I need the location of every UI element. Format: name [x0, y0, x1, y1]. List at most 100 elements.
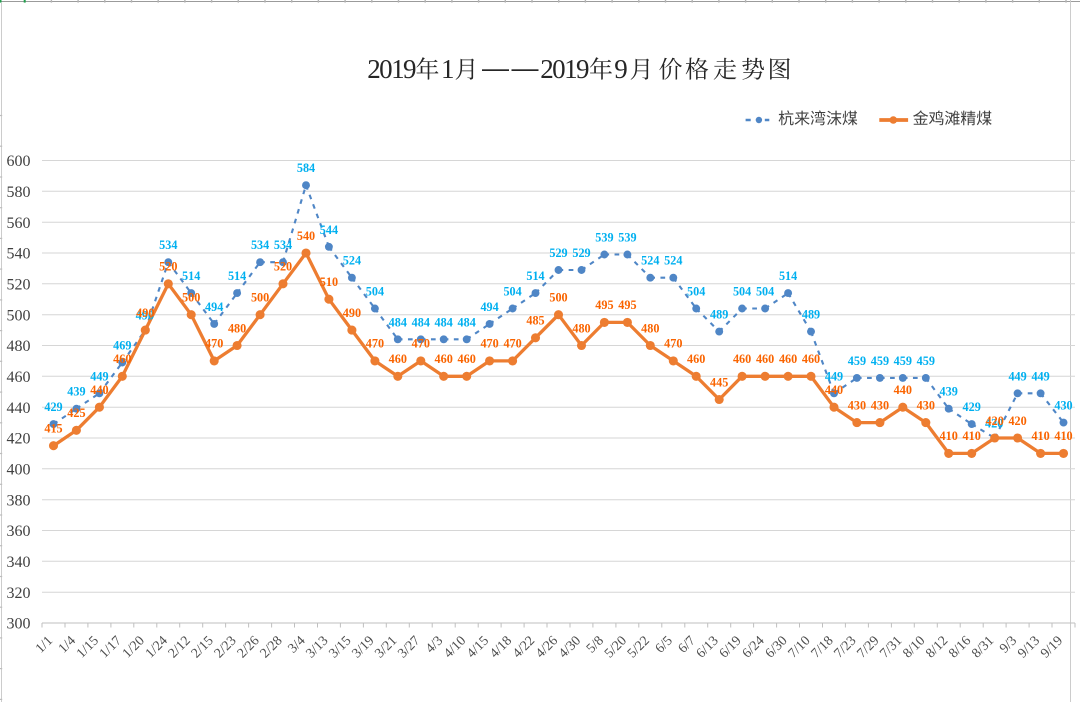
svg-text:420: 420	[7, 431, 31, 448]
svg-text:459: 459	[848, 354, 866, 368]
svg-text:440: 440	[825, 383, 843, 397]
svg-text:514: 514	[228, 269, 246, 283]
svg-text:504: 504	[733, 285, 751, 299]
svg-text:460: 460	[687, 352, 705, 366]
svg-text:494: 494	[480, 300, 498, 314]
svg-text:410: 410	[963, 429, 981, 443]
svg-text:494: 494	[205, 300, 223, 314]
svg-text:425: 425	[67, 406, 85, 420]
svg-text:460: 460	[458, 352, 476, 366]
svg-text:380: 380	[7, 492, 31, 509]
svg-text:510: 510	[320, 275, 338, 289]
svg-text:484: 484	[458, 315, 476, 329]
svg-text:480: 480	[641, 321, 659, 335]
svg-text:445: 445	[710, 375, 728, 389]
svg-text:459: 459	[917, 354, 935, 368]
svg-text:470: 470	[412, 337, 430, 351]
svg-text:449: 449	[90, 369, 108, 383]
svg-text:460: 460	[756, 352, 774, 366]
svg-text:415: 415	[44, 422, 62, 436]
svg-text:420: 420	[1008, 414, 1026, 428]
svg-text:524: 524	[664, 254, 682, 268]
svg-text:524: 524	[343, 254, 361, 268]
svg-text:460: 460	[113, 352, 131, 366]
svg-text:459: 459	[894, 354, 912, 368]
svg-text:460: 460	[733, 352, 751, 366]
svg-text:440: 440	[7, 400, 31, 417]
svg-text:489: 489	[802, 308, 820, 322]
svg-text:460: 460	[435, 352, 453, 366]
svg-text:504: 504	[756, 285, 774, 299]
svg-text:9: 9	[614, 54, 628, 84]
svg-text:340: 340	[7, 554, 31, 571]
svg-text:470: 470	[366, 337, 384, 351]
svg-text:460: 460	[389, 352, 407, 366]
svg-text:410: 410	[1031, 429, 1049, 443]
svg-text:504: 504	[687, 285, 705, 299]
svg-text:449: 449	[1031, 369, 1049, 383]
svg-text:485: 485	[526, 314, 544, 328]
svg-text:470: 470	[664, 337, 682, 351]
svg-text:539: 539	[618, 231, 636, 245]
svg-text:484: 484	[389, 315, 407, 329]
svg-text:534: 534	[274, 238, 292, 252]
svg-text:300: 300	[7, 616, 31, 633]
svg-text:440: 440	[90, 383, 108, 397]
svg-text:514: 514	[526, 269, 544, 283]
svg-text:539: 539	[595, 231, 613, 245]
svg-text:560: 560	[7, 215, 31, 232]
svg-text:514: 514	[779, 269, 797, 283]
svg-text:500: 500	[7, 307, 31, 324]
svg-text:480: 480	[572, 321, 590, 335]
svg-text:449: 449	[1008, 369, 1026, 383]
svg-text:360: 360	[7, 523, 31, 540]
svg-text:490: 490	[136, 306, 154, 320]
svg-text:529: 529	[549, 246, 567, 260]
svg-text:430: 430	[1054, 399, 1072, 413]
svg-text:1: 1	[441, 54, 455, 84]
svg-text:495: 495	[595, 298, 613, 312]
svg-text:600: 600	[7, 153, 31, 170]
svg-text:460: 460	[7, 369, 31, 386]
svg-text:495: 495	[618, 298, 636, 312]
svg-text:429: 429	[44, 400, 62, 414]
svg-text:449: 449	[825, 369, 843, 383]
svg-text:500: 500	[182, 291, 200, 305]
svg-text:584: 584	[297, 161, 315, 175]
svg-text:430: 430	[848, 398, 866, 412]
svg-text:490: 490	[343, 306, 361, 320]
svg-text:580: 580	[7, 184, 31, 201]
svg-text:460: 460	[802, 352, 820, 366]
svg-text:520: 520	[274, 260, 292, 274]
svg-text:524: 524	[641, 254, 659, 268]
svg-text:500: 500	[251, 291, 269, 305]
svg-text:480: 480	[228, 321, 246, 335]
svg-text:430: 430	[871, 398, 889, 412]
svg-text:429: 429	[963, 400, 981, 414]
svg-text:544: 544	[320, 223, 338, 237]
svg-text:410: 410	[1054, 429, 1072, 443]
svg-text:470: 470	[205, 337, 223, 351]
svg-text:484: 484	[412, 315, 430, 329]
svg-text:420: 420	[985, 416, 1003, 430]
svg-text:484: 484	[435, 315, 453, 329]
svg-text:514: 514	[182, 269, 200, 283]
svg-text:470: 470	[480, 337, 498, 351]
svg-text:420: 420	[986, 414, 1004, 428]
svg-text:480: 480	[7, 338, 31, 355]
svg-text:490: 490	[136, 308, 154, 322]
svg-text:320: 320	[7, 585, 31, 602]
svg-text:540: 540	[7, 246, 31, 263]
svg-text:439: 439	[67, 385, 85, 399]
svg-text:534: 534	[159, 238, 177, 252]
svg-text:520: 520	[159, 260, 177, 274]
svg-text:400: 400	[7, 461, 31, 478]
svg-text:470: 470	[503, 337, 521, 351]
svg-text:500: 500	[549, 291, 567, 305]
svg-text:2019: 2019	[540, 54, 589, 84]
svg-text:410: 410	[940, 429, 958, 443]
svg-text:504: 504	[366, 285, 384, 299]
svg-text:469: 469	[113, 339, 131, 353]
svg-text:540: 540	[297, 229, 315, 243]
svg-text:430: 430	[917, 398, 935, 412]
